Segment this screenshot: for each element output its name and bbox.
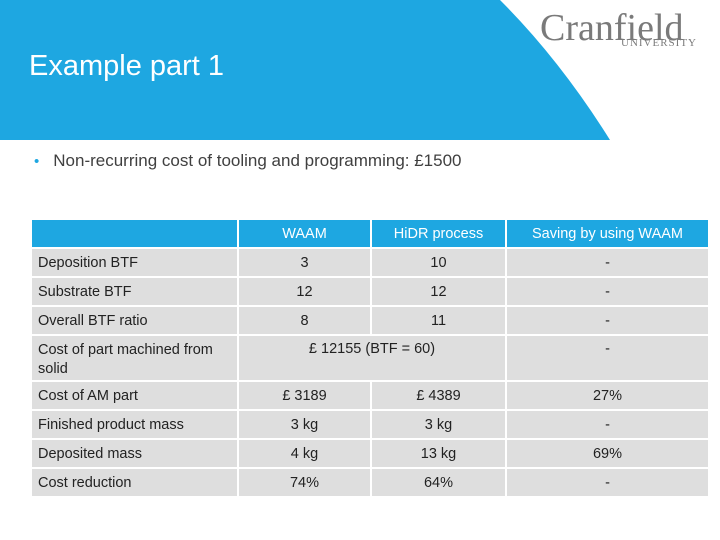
- logo-panel: [500, 0, 720, 140]
- cell-saving: -: [507, 307, 708, 334]
- table-header-saving: Saving by using WAAM: [507, 220, 708, 247]
- cell-hidr: 3 kg: [372, 411, 505, 438]
- bullet-item: • Non-recurring cost of tooling and progr…: [34, 151, 462, 171]
- cell-waam: 12: [239, 278, 370, 305]
- cell-waam: £ 3189: [239, 382, 370, 409]
- cell-hidr: 10: [372, 249, 505, 276]
- cell-hidr: £ 4389: [372, 382, 505, 409]
- cell-saving: 69%: [507, 440, 708, 467]
- cranfield-logo: Cranfield: [540, 7, 684, 49]
- cell-saving: -: [507, 469, 708, 496]
- cell-waam: 74%: [239, 469, 370, 496]
- cell-hidr: 64%: [372, 469, 505, 496]
- cell-saving: 27%: [507, 382, 708, 409]
- table-header-hidr: HiDR process: [372, 220, 505, 247]
- cell-hidr: 11: [372, 307, 505, 334]
- cell-saving: -: [507, 278, 708, 305]
- bullet-icon: •: [34, 153, 40, 170]
- bullet-text: Non-recurring cost of tooling and progra…: [53, 151, 462, 170]
- cell-waam: 3: [239, 249, 370, 276]
- row-label: Finished product mass: [32, 411, 237, 438]
- row-label: Deposition BTF: [32, 249, 237, 276]
- row-label: Cost of AM part: [32, 382, 237, 409]
- row-label: Substrate BTF: [32, 278, 237, 305]
- row-label: Overall BTF ratio: [32, 307, 237, 334]
- cell-saving: -: [507, 336, 708, 380]
- cell-merged-solid-cost: £ 12155 (BTF = 60): [239, 336, 505, 380]
- table-header-blank: [32, 220, 237, 247]
- cell-saving: -: [507, 249, 708, 276]
- page-title: Example part 1: [29, 50, 225, 82]
- cell-saving: -: [507, 411, 708, 438]
- cranfield-logo-subtitle: UNIVERSITY: [621, 37, 697, 49]
- row-label: Deposited mass: [32, 440, 237, 467]
- row-label: Cost of part machined from solid: [32, 336, 237, 380]
- cell-waam: 8: [239, 307, 370, 334]
- cell-hidr: 12: [372, 278, 505, 305]
- table-header-waam: WAAM: [239, 220, 370, 247]
- cell-waam: 4 kg: [239, 440, 370, 467]
- cell-waam: 3 kg: [239, 411, 370, 438]
- row-label: Cost reduction: [32, 469, 237, 496]
- cell-hidr: 13 kg: [372, 440, 505, 467]
